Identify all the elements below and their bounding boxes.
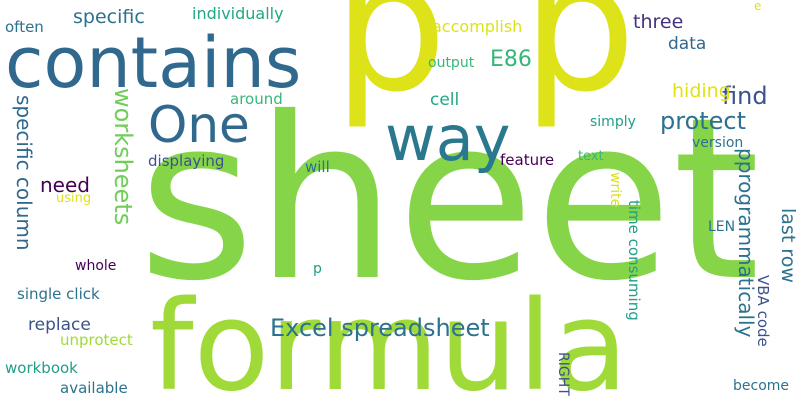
word-p-left: p	[333, 0, 448, 132]
word-p-right: p	[522, 0, 637, 132]
word-len: LEN	[708, 219, 736, 235]
word-hiding: hiding	[672, 80, 731, 102]
word-write: write	[607, 172, 623, 208]
word-time-consuming: time consuming	[625, 200, 643, 321]
word-whole: whole	[75, 258, 117, 274]
word-way: way	[385, 102, 511, 175]
word-available: available	[60, 379, 128, 397]
word-excel-spreadsheet: Excel spreadsheet	[270, 314, 490, 342]
word-vba-code: VBA code	[754, 275, 772, 347]
word-worksheets: worksheets	[109, 88, 137, 226]
word-output: output	[428, 55, 475, 71]
word-three: three	[633, 11, 684, 33]
word-p-small: p	[313, 261, 322, 277]
word-data: data	[668, 34, 707, 54]
word-cell: cell	[430, 90, 460, 110]
word-contains: contains	[5, 22, 302, 104]
word-specific: specific	[73, 6, 145, 28]
word-formula: formula	[150, 275, 629, 400]
word-protect: protect	[660, 107, 747, 135]
word-displaying: displaying	[148, 152, 225, 170]
word-single-click: single click	[17, 285, 100, 303]
word-e: e	[754, 0, 762, 13]
word-specific-column: specific column	[12, 95, 36, 251]
word-around: around	[230, 90, 283, 108]
word-workbook: workbook	[5, 359, 78, 377]
word-find: find	[722, 82, 768, 110]
word-become: become	[733, 378, 790, 394]
word-right: RIGHT	[555, 352, 571, 396]
word-individually: individually	[192, 4, 284, 23]
word-text: text	[578, 149, 604, 164]
word-pprogrammatically: pprogrammatically	[734, 148, 758, 338]
word-often: often	[5, 18, 44, 36]
word-feature: feature	[500, 151, 555, 169]
word-one: One	[148, 96, 250, 154]
word-accomplish: accomplish	[432, 17, 523, 36]
word-unprotect: unprotect	[60, 331, 133, 349]
word-using: using	[56, 191, 92, 206]
word-sheet: sheet	[138, 69, 761, 330]
word-version: version	[692, 135, 744, 151]
word-e86: E86	[490, 47, 532, 72]
word-will: will	[305, 158, 330, 176]
word-simply: simply	[590, 114, 636, 130]
word-replace: replace	[28, 315, 91, 335]
word-last-row: last row	[777, 208, 799, 283]
word-need: need	[40, 173, 90, 197]
